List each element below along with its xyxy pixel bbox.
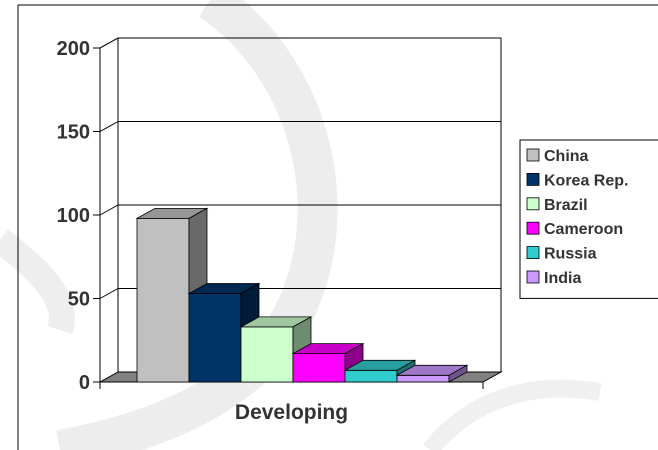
y-tick-label: 200 <box>57 38 90 60</box>
bars <box>135 207 469 383</box>
y-tick-label: 100 <box>57 205 90 227</box>
tick-labels: 0 50 100 150 200 Developing <box>57 38 348 424</box>
bar-front <box>136 217 190 383</box>
gridline-side <box>99 288 119 299</box>
legend: China Korea Rep. Brazil Cameroon Russia India <box>519 139 658 299</box>
legend-label: Brazil <box>544 197 588 214</box>
legend-label: Russia <box>544 246 597 263</box>
swoosh-arc <box>422 379 602 450</box>
bar <box>135 207 209 383</box>
bar-front <box>396 374 450 383</box>
legend-swatch <box>526 172 540 186</box>
chart-frame <box>17 4 658 450</box>
swoosh-arc <box>56 0 338 450</box>
gridline-side <box>99 204 119 216</box>
legend-label: India <box>544 270 581 287</box>
bar-side <box>448 364 468 383</box>
legend-label: China <box>544 148 589 165</box>
y-tick-label: 50 <box>68 289 90 311</box>
legend-swatch <box>526 246 540 260</box>
legend-swatch <box>526 148 540 162</box>
legend-label: Korea Rep. <box>544 172 628 189</box>
bar-front <box>344 369 398 383</box>
legend-box <box>519 139 658 299</box>
background-swoosh <box>0 0 602 450</box>
x-category-label: Developing <box>235 401 348 424</box>
legend-swatch <box>526 221 540 235</box>
y-axis-top-edge <box>99 37 119 49</box>
bar-front <box>188 293 242 383</box>
y-tick-label: 0 <box>79 372 90 394</box>
bar <box>395 364 469 383</box>
bar-front <box>240 326 294 383</box>
legend-label: Cameroon <box>544 221 623 238</box>
bar-front <box>292 353 346 383</box>
y-tick-label: 150 <box>57 122 90 144</box>
swoosh-arc <box>0 229 75 335</box>
legend-swatch <box>526 197 540 211</box>
legend-swatch <box>526 270 540 284</box>
gridline-side <box>99 121 119 132</box>
